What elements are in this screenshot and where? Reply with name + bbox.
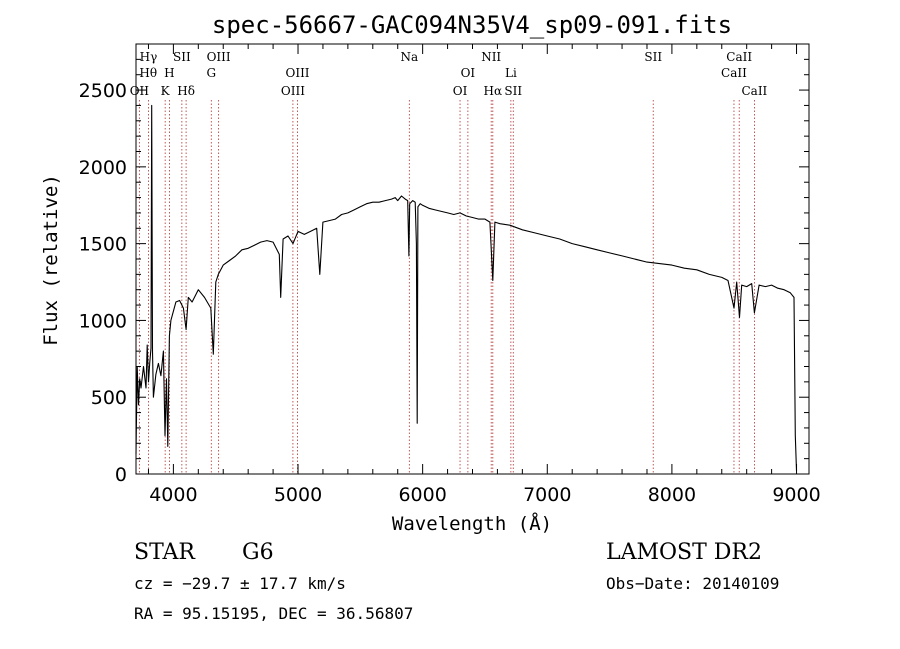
spectrum-line-0 xyxy=(135,104,798,471)
x-tick-label-0: 4000 xyxy=(149,484,197,506)
object-class: STAR xyxy=(134,540,195,565)
line-label-row3-6: SII xyxy=(504,84,522,98)
coordinates: RA = 95.15195, DEC = 36.56807 xyxy=(134,604,414,623)
line-label-row3-0: OII xyxy=(130,84,150,98)
plot-frame xyxy=(135,43,810,475)
line-label-row1-6: CaII xyxy=(726,50,752,64)
y-tick-label-3: 1500 xyxy=(79,234,127,256)
y-tick-label-2: 1000 xyxy=(79,310,127,332)
chart-title: spec-56667-GAC094N35V4_sp09-091.fits xyxy=(212,11,732,39)
y-tick-label-4: 2000 xyxy=(79,157,127,179)
line-label-row3-4: OI xyxy=(453,84,468,98)
line-label-row3-3: OIII xyxy=(281,84,305,98)
x-axis-label: Wavelength (Å) xyxy=(392,512,552,535)
line-label-row2-1: H xyxy=(164,66,174,80)
line-label-row1-3: Na xyxy=(400,50,418,64)
line-label-row2-5: Li xyxy=(505,66,517,80)
line-label-row1-4: NII xyxy=(481,50,501,64)
x-axis-ticks: 4000 5000 6000 7000 8000 9000 xyxy=(147,44,821,506)
line-label-row2-4: OI xyxy=(461,66,476,80)
y-tick-label-1: 500 xyxy=(91,387,127,409)
spectrum-series xyxy=(135,104,798,471)
line-label-row2-6: CaII xyxy=(721,66,747,80)
line-label-row3-5: Hα xyxy=(484,84,503,98)
x-tick-label-2: 6000 xyxy=(398,484,446,506)
line-label-row3-7: CaII xyxy=(741,84,767,98)
survey-name: LAMOST DR2 xyxy=(606,540,762,565)
y-tick-label-5: 2500 xyxy=(79,80,127,102)
y-tick-label-0: 0 xyxy=(115,464,127,486)
x-tick-label-1: 5000 xyxy=(274,484,322,506)
line-label-row1-2: OIII xyxy=(207,50,231,64)
y-axis-ticks: 0 500 1000 1500 2000 2500 xyxy=(79,43,809,486)
x-tick-label-4: 8000 xyxy=(648,484,696,506)
object-subclass: G6 xyxy=(242,540,274,565)
line-label-row3-2: Hδ xyxy=(177,84,195,98)
y-axis-label: Flux (relative) xyxy=(40,174,62,346)
line-label-row2-0: Hθ xyxy=(139,66,157,80)
line-label-row2-3: OIII xyxy=(285,66,309,80)
line-label-row1-5: SII xyxy=(644,50,662,64)
line-label-row1-0: Hγ xyxy=(140,50,158,64)
observation-date: Obs−Date: 20140109 xyxy=(606,574,780,593)
line-label-row3-1: K xyxy=(161,84,171,98)
x-tick-label-3: 7000 xyxy=(523,484,571,506)
spectral-line-markers: Hγ SII OIII Na NII SII CaII Hθ H G OIII OI Li CaII OII… xyxy=(130,50,768,474)
line-label-row2-2: G xyxy=(206,66,216,80)
redshift-info: cz = −29.7 ± 17.7 km/s xyxy=(134,574,346,593)
x-tick-label-5: 9000 xyxy=(772,484,820,506)
line-label-row1-1: SII xyxy=(173,50,191,64)
